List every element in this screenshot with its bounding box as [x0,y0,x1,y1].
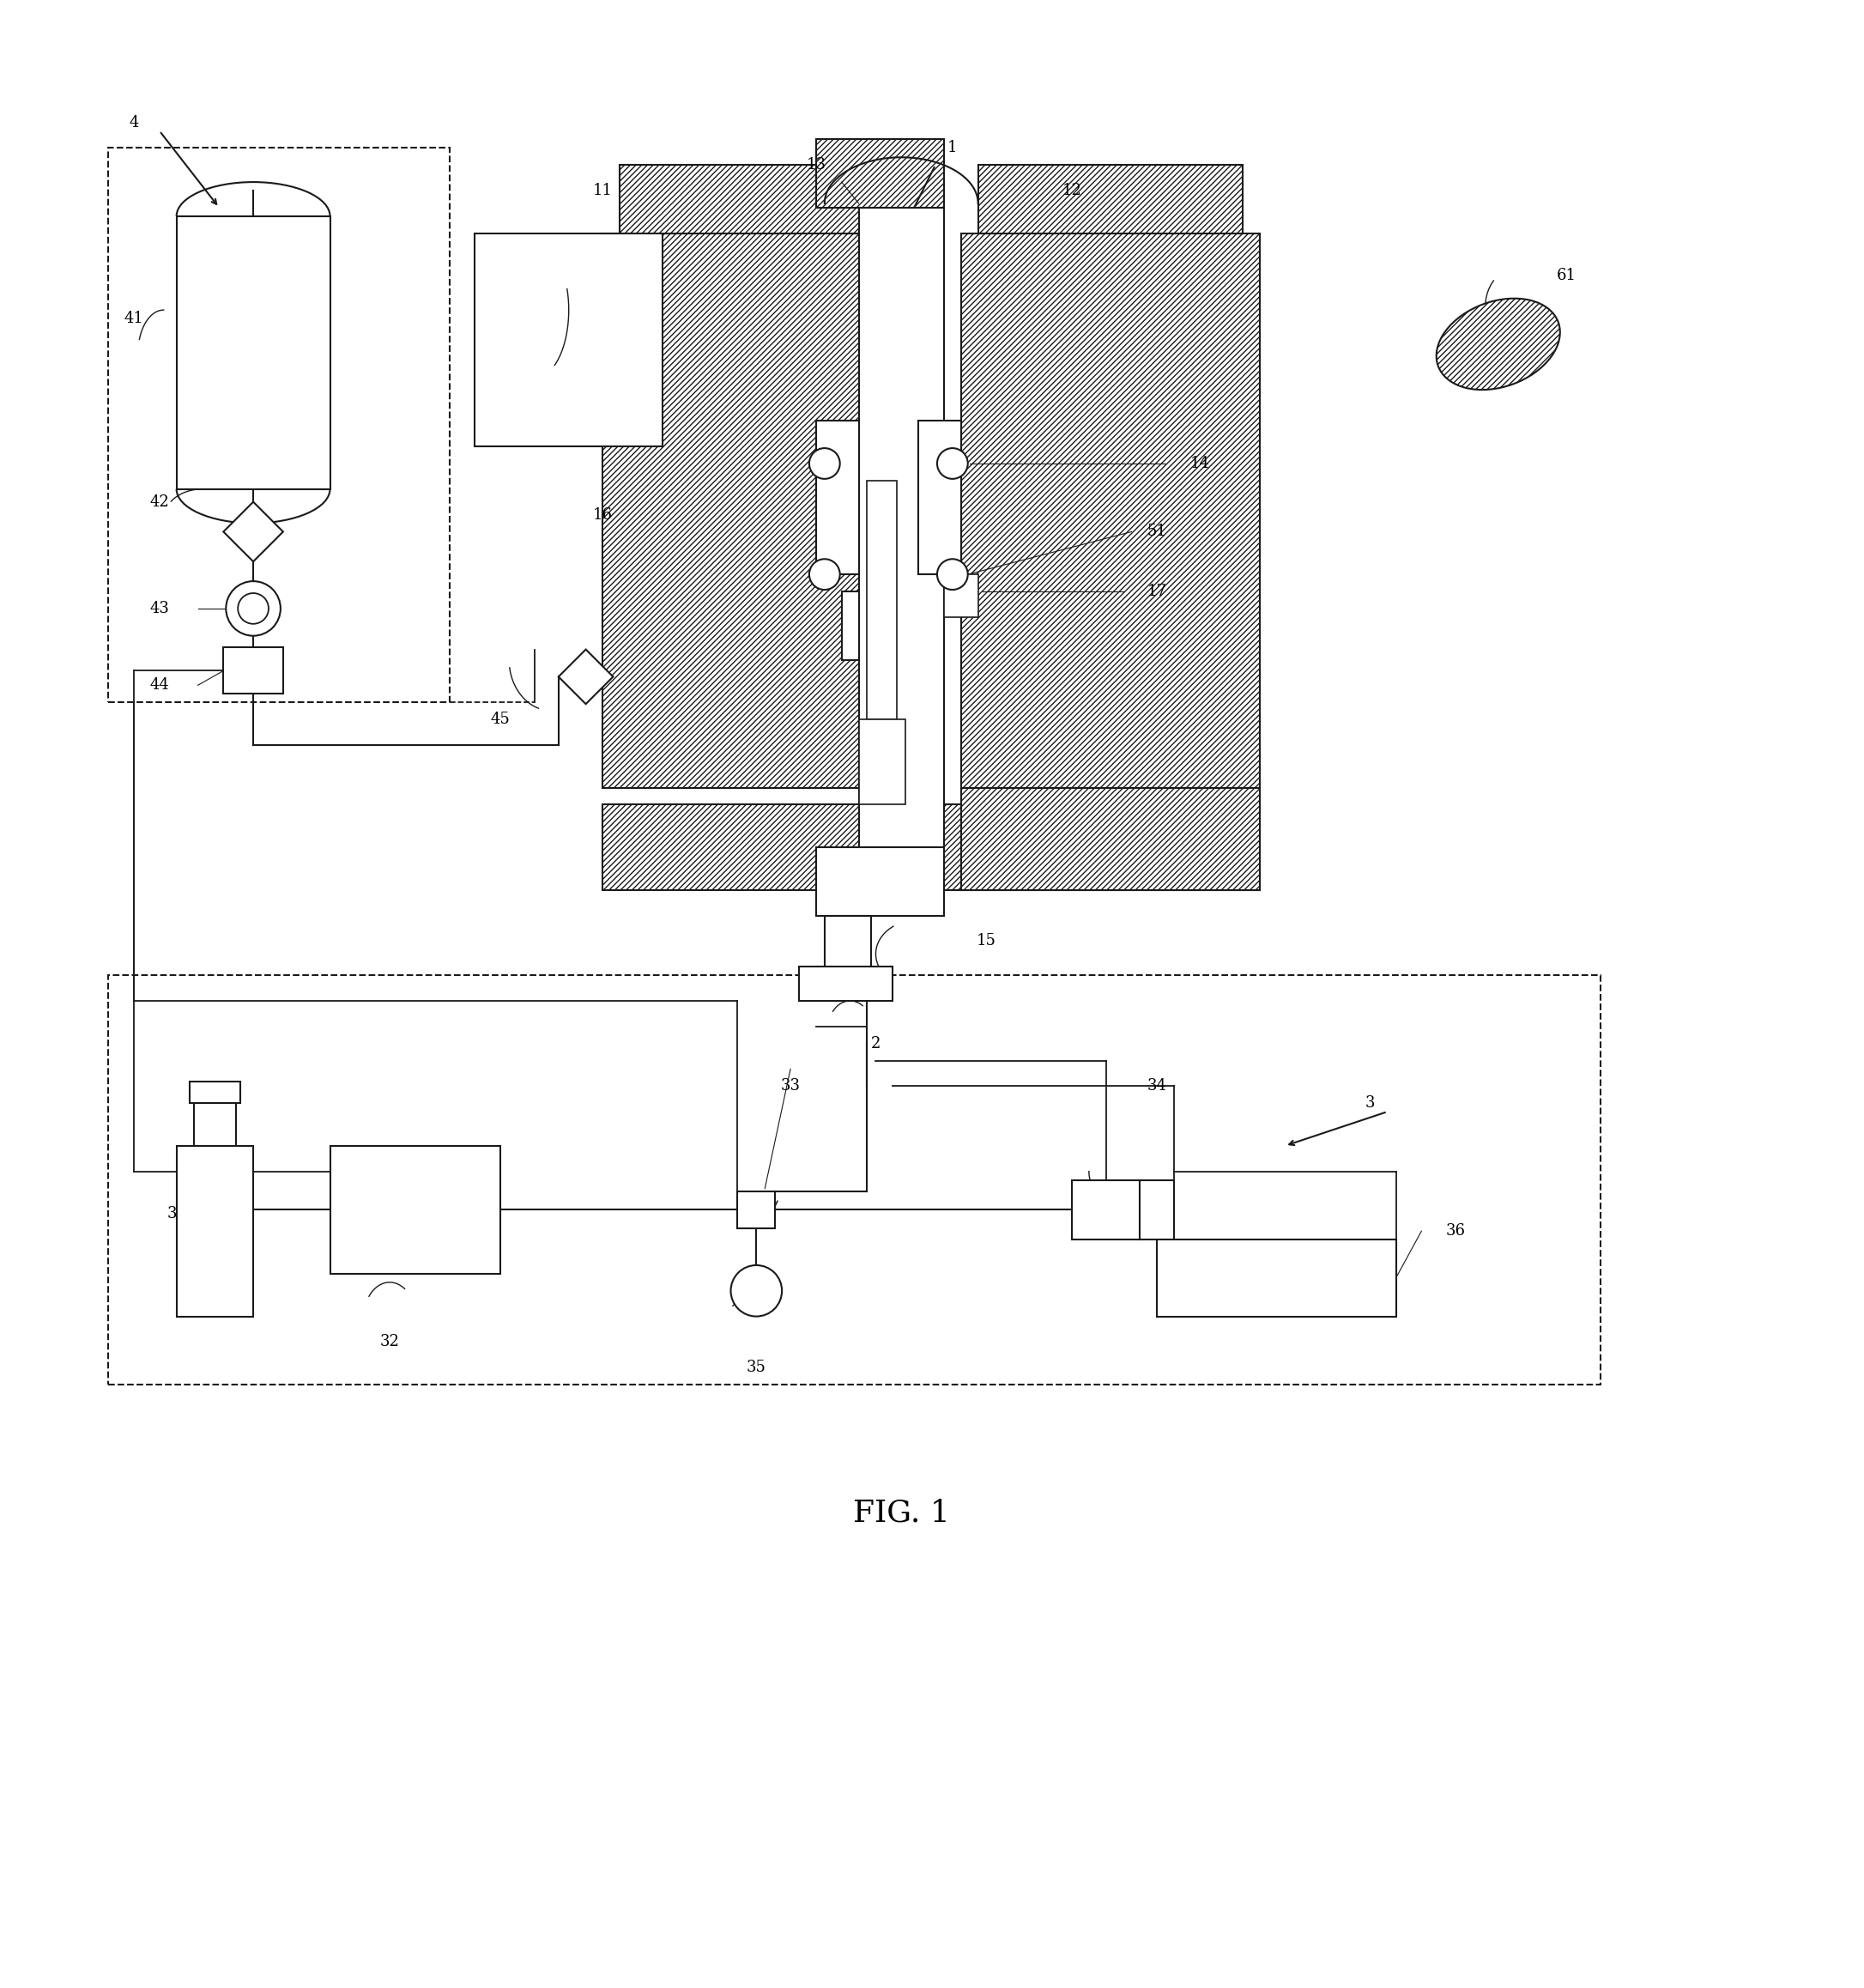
Circle shape [226,580,280,636]
Bar [867,481,897,720]
Text: 32: 32 [380,1334,399,1350]
Text: 3: 3 [1364,1095,1376,1111]
Bar [943,575,979,616]
Bar [979,165,1243,233]
Bar [621,165,867,233]
Text: 2: 2 [870,1036,880,1052]
Bar [190,1081,240,1103]
Bar [1072,1181,1141,1241]
Bar [224,646,283,694]
Bar [962,787,1260,891]
Bar [475,233,662,447]
Text: 43: 43 [149,600,170,616]
Bar [194,1103,237,1145]
Bar [824,916,872,976]
Ellipse shape [1437,298,1560,390]
Text: 45: 45 [490,712,511,728]
Bar [919,421,962,575]
Bar [962,233,1260,787]
Text: 41: 41 [125,310,144,326]
Circle shape [809,559,841,590]
Polygon shape [224,501,283,561]
Bar [602,805,1260,891]
Bar [330,1145,501,1274]
Text: 34: 34 [1148,1077,1167,1093]
Text: 31: 31 [166,1207,186,1223]
Text: 14: 14 [1189,455,1210,471]
Text: 15: 15 [977,934,997,948]
Bar [177,217,330,489]
Bar [843,592,859,660]
Circle shape [938,559,967,590]
Text: 61: 61 [1556,268,1577,284]
Text: 42: 42 [149,495,170,509]
Text: 12: 12 [1062,183,1081,199]
Bar [602,233,884,787]
Text: 33: 33 [781,1077,800,1093]
Bar [962,233,1260,787]
Text: 36: 36 [1446,1223,1465,1239]
Bar [816,139,943,207]
Bar [602,233,884,787]
Bar [962,787,1260,891]
Text: 35: 35 [746,1360,766,1376]
Circle shape [938,447,967,479]
Bar [177,1145,254,1316]
Circle shape [731,1264,781,1316]
Bar [602,805,1260,891]
Text: 4: 4 [129,115,138,129]
Bar [859,720,906,805]
Bar [816,847,943,916]
Text: 17: 17 [1148,584,1167,598]
Text: 1: 1 [947,141,958,155]
Bar [1141,1181,1174,1241]
Bar [108,976,1601,1384]
Bar [859,207,943,873]
Bar [1158,1241,1396,1316]
Text: 5: 5 [496,250,505,266]
Text: 51: 51 [593,310,613,326]
Bar [621,165,867,233]
Text: 51: 51 [1148,525,1167,539]
Text: FIG. 1: FIG. 1 [854,1499,951,1527]
Bar [816,139,943,207]
Text: 13: 13 [805,157,826,173]
Bar [108,147,449,702]
Circle shape [809,447,841,479]
Polygon shape [559,650,613,704]
Bar [979,165,1243,233]
Text: 16: 16 [593,507,613,523]
Bar [800,966,893,1000]
Bar [816,421,859,575]
Text: 44: 44 [149,678,170,694]
Circle shape [239,592,268,624]
Bar [738,1191,775,1229]
Text: 11: 11 [593,183,613,199]
